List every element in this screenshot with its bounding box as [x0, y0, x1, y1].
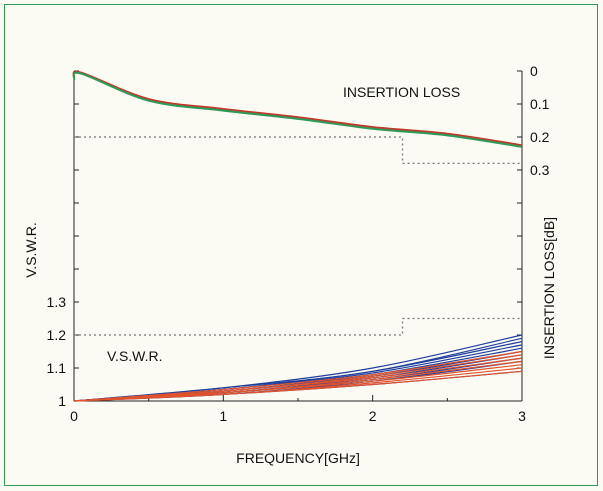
tick-labels: 0 1 2 311.11.21.300.10.20.3	[47, 63, 550, 424]
x-tick-label: 2	[369, 408, 377, 424]
vswr-curve-18	[73, 370, 523, 402]
left-axis-label: V.S.W.R.	[23, 222, 39, 278]
chart-frame: 0 1 2 3 1 1.1 1.2 1.3 0 0.1 0.2 0.3 INSERTION LOSS …	[4, 4, 598, 486]
x-axis-label: FREQUENCY[GHz]	[236, 450, 360, 466]
vswr-limit-line	[74, 317, 522, 336]
spec-limit-lines	[74, 136, 522, 336]
vswr-curve-16	[73, 364, 523, 402]
vswr-curve-14	[73, 357, 523, 402]
x-tick-label: 0	[70, 408, 78, 424]
insertion-loss-limit-line	[74, 136, 522, 165]
left-tick-label: 1.2	[47, 327, 67, 343]
right-tick-label: 0.3	[530, 162, 550, 178]
left-tick-label: 1	[58, 393, 66, 409]
vswr-insertion-loss-chart: 0 1 2 311.11.21.300.10.20.3 INSERTION LOSS …	[23, 63, 557, 466]
right-tick-label: 0	[530, 63, 538, 79]
insertion-loss-annotation: INSERTION LOSS	[343, 84, 460, 100]
right-tick-label: 0.1	[530, 96, 550, 112]
right-axis-label: INSERTION LOSS[dB]	[541, 217, 557, 359]
vswr-curve-3	[73, 337, 523, 402]
x-tick-label: 3	[518, 408, 526, 424]
left-tick-label: 1.1	[47, 360, 67, 376]
left-tick-label: 1.3	[47, 294, 67, 310]
axis-ticks	[73, 70, 523, 402]
vswr-annotation: V.S.W.R.	[107, 348, 163, 364]
insertion-loss-curve-0	[72, 70, 523, 147]
insertion-loss-curve-1	[72, 71, 523, 148]
right-tick-label: 0.2	[530, 129, 550, 145]
vswr-curve-12	[73, 350, 523, 402]
x-tick-label: 1	[219, 408, 227, 424]
data-series	[72, 70, 523, 402]
